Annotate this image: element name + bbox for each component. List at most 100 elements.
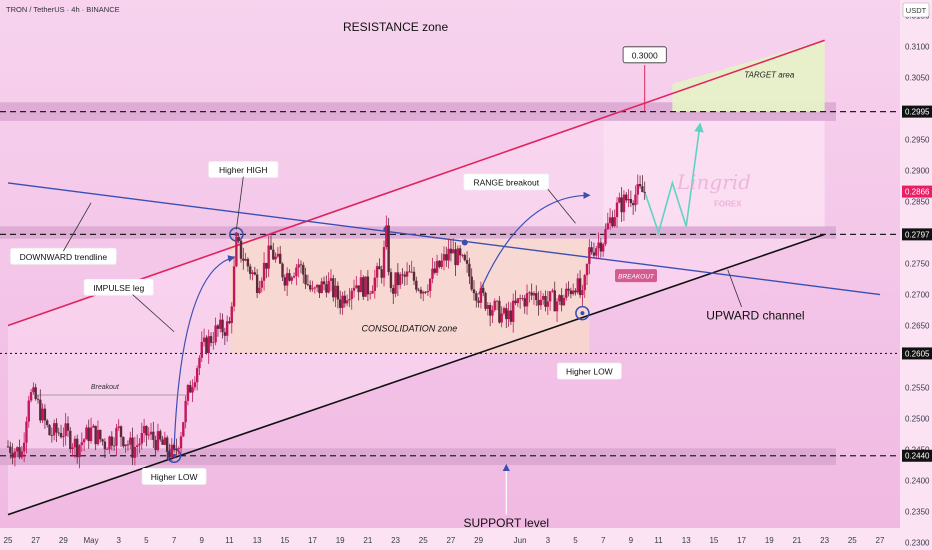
candle-body [371, 290, 374, 294]
time-tick-label: 29 [474, 536, 483, 545]
price-tick-label: 0.3100 [905, 43, 930, 52]
candle-body [191, 387, 194, 393]
time-tick-label: 3 [117, 536, 122, 545]
candle-body [387, 225, 390, 273]
candle-body [599, 242, 603, 252]
candle-body [608, 217, 612, 224]
candle-body [364, 276, 367, 297]
candle-body [604, 229, 607, 245]
time-tick-label: 9 [200, 536, 205, 545]
candle-body [89, 427, 93, 442]
downward-trend-connector [63, 202, 92, 252]
time-tick-label: 25 [4, 536, 13, 545]
candle-body [244, 258, 247, 261]
candle-body [18, 447, 21, 458]
candle-body [115, 427, 118, 446]
projection-path [643, 122, 704, 236]
time-tick-label: 27 [31, 536, 40, 545]
candle-body [440, 260, 443, 267]
candle-body [408, 271, 411, 273]
candle-body [43, 408, 47, 421]
candle-body [410, 271, 413, 273]
price-tick-label: 0.2850 [905, 198, 930, 207]
candle-body [276, 253, 280, 257]
candle-body [205, 337, 208, 354]
range-breakout-arrow [478, 191, 591, 295]
candle-body [302, 264, 305, 275]
candle-body [398, 274, 402, 286]
candle-body [329, 278, 333, 281]
price-tick-label: 0.2550 [905, 384, 930, 393]
candle-body [512, 300, 515, 322]
candle-body [338, 299, 342, 308]
candle-body [638, 184, 642, 187]
candle-body [431, 268, 434, 279]
candle-body [585, 263, 589, 276]
candle-body [96, 429, 100, 445]
candle-body [523, 298, 526, 307]
candle-body [110, 436, 114, 446]
watermark-line1: Lingrid [676, 170, 751, 194]
candle-body [405, 271, 409, 277]
candle-body [620, 197, 623, 213]
candle-body [458, 248, 462, 256]
price-tick-label: 0.2350 [905, 508, 930, 517]
candle-body [223, 332, 227, 336]
candle-body [292, 276, 296, 278]
price-tick-label: 0.2700 [905, 291, 930, 300]
candle-body [355, 285, 358, 288]
time-tick-label: 21 [363, 536, 372, 545]
candle-body [470, 276, 473, 290]
candle-body [117, 426, 120, 428]
candle-body [87, 427, 90, 442]
candle-body [274, 256, 277, 260]
candle-body [50, 435, 54, 436]
candle-body [46, 420, 49, 426]
range-breakout-box [463, 173, 550, 191]
candle-body [52, 423, 56, 436]
candle-body [581, 290, 584, 296]
level-tag-bg-support [902, 449, 932, 462]
candle-body [601, 244, 605, 252]
candle-body [260, 280, 263, 288]
candle-body [521, 298, 524, 299]
time-tick-label: 9 [629, 536, 634, 545]
candle-body [179, 436, 183, 449]
candle-body [306, 284, 310, 286]
candle-body [366, 276, 370, 295]
candle-body [576, 278, 579, 293]
candle-body [555, 301, 559, 312]
time-tick-label: 11 [654, 536, 663, 545]
candle-body [101, 439, 104, 442]
candle-body [126, 444, 130, 446]
candle-body [385, 225, 388, 248]
candle-body [147, 434, 150, 436]
candle-body [539, 299, 543, 306]
resistance-band [0, 102, 836, 121]
candle-body [198, 357, 201, 369]
last-price-tag-bg [902, 185, 932, 198]
candle-body [401, 274, 404, 276]
candle-body [285, 273, 289, 286]
candle-body [500, 313, 503, 323]
candle-body [315, 284, 319, 288]
upward-channel-label: UPWARD channel [706, 308, 804, 322]
candle-body [235, 237, 238, 267]
candle-body [64, 423, 67, 436]
higher-low-2-box [556, 362, 622, 380]
candle-body [454, 249, 457, 266]
candle-body [532, 293, 536, 296]
candle-body [452, 249, 455, 254]
candle-body [588, 247, 591, 264]
candle-body [161, 439, 164, 445]
candle-body [309, 285, 312, 290]
currency-label: USDT [906, 6, 927, 15]
candle-body [525, 293, 529, 307]
candle-body [362, 277, 365, 297]
last-price-tag: 0.2866 [905, 188, 930, 197]
candle-body [253, 272, 257, 275]
resistance-channel-line [7, 39, 825, 327]
target-area-label: TARGET area [744, 71, 795, 80]
candle-body [578, 278, 582, 296]
